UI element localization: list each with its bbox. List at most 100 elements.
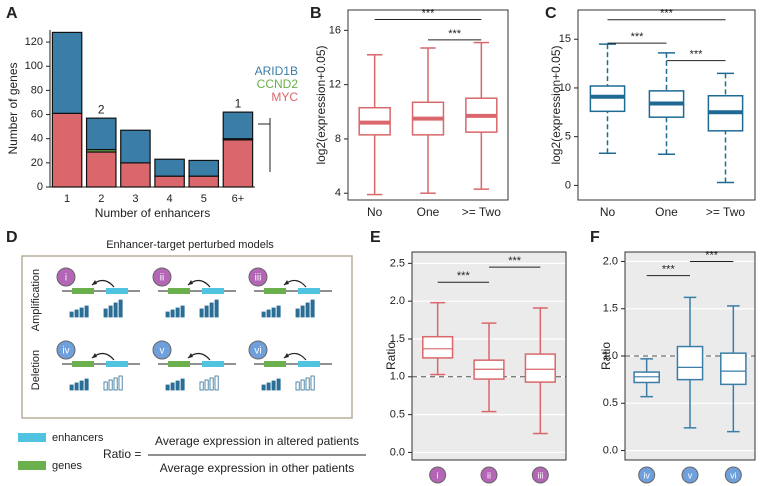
x-tick-label: 6+: [232, 193, 245, 205]
panel-letter: E: [370, 229, 381, 246]
model-badge: [56, 340, 76, 360]
icon-bar: [199, 308, 204, 318]
bar-segment: [154, 158, 185, 177]
plot-frame: [624, 251, 756, 461]
model-numeral: i: [65, 273, 67, 284]
arrow-head: [92, 280, 97, 285]
icon-bar: [118, 299, 123, 318]
y-axis-title: Number of genes: [6, 62, 20, 154]
y-tick-label: 60: [31, 108, 43, 120]
icon-bar: [113, 377, 118, 391]
bar-segment: [85, 151, 117, 188]
y-tick-label: 1.5: [390, 333, 405, 345]
significance-label: ***: [690, 49, 704, 61]
gene: [72, 361, 94, 367]
gene: [264, 361, 286, 367]
box: [720, 352, 747, 386]
x-tick-label: One: [417, 205, 440, 219]
icon-bar: [305, 377, 310, 391]
enhancer: [106, 288, 128, 294]
box: [422, 335, 454, 359]
legend-label: enhancers: [52, 432, 104, 444]
diagram-title: Enhancer-target perturbed models: [106, 239, 274, 251]
arrow-head: [92, 353, 97, 358]
icon-bar: [300, 305, 305, 318]
x-tick-label: 5: [201, 193, 207, 205]
model-badge: [248, 340, 268, 360]
y-axis-title: log2(expression+0.05): [549, 45, 563, 164]
significance-label: ***: [448, 28, 462, 40]
gene: [168, 361, 190, 367]
icon-bar: [276, 305, 281, 318]
x-axis-title: Number of enhancers: [95, 206, 210, 220]
y-tick-label: 0.5: [603, 397, 618, 409]
model-numeral: v: [160, 346, 165, 357]
icon-bar: [113, 302, 118, 318]
icon-bar: [165, 384, 170, 391]
plot-frame: [347, 9, 509, 201]
x-tick-label: 3: [132, 193, 138, 205]
data-label: 2: [98, 102, 105, 116]
x-tick-label: iv: [643, 470, 650, 480]
y-tick-label: 100: [25, 60, 43, 72]
model-numeral: vi: [254, 346, 261, 357]
x-tick-label: vi: [730, 470, 737, 480]
significance-label: ***: [631, 31, 645, 43]
y-tick-label: 10: [559, 82, 571, 94]
icon-bar: [266, 382, 271, 391]
icon-bar: [199, 381, 204, 391]
significance-label: ***: [508, 255, 522, 267]
icon-bar: [175, 380, 180, 391]
x-tick-label: One: [655, 205, 678, 219]
panel-letter: D: [6, 229, 18, 246]
model-numeral: iii: [255, 273, 262, 284]
enhancer: [202, 288, 224, 294]
icon-bar: [180, 305, 185, 318]
denominator: Average expression in other patients: [160, 461, 355, 475]
numerator: Average expression in altered patients: [155, 434, 359, 448]
x-tick-label: 1: [64, 193, 70, 205]
diagram-frame: [21, 255, 353, 419]
category-badge: [724, 466, 742, 484]
gene: [168, 288, 190, 294]
legend-label: ARID1B: [255, 64, 298, 78]
bar-segment: [188, 159, 220, 177]
y-tick-label: 40: [31, 133, 43, 145]
enhancer: [298, 288, 320, 294]
icon-bar: [214, 375, 219, 391]
icon-bar: [271, 307, 276, 318]
y-tick-label: 0: [37, 181, 43, 193]
bar-segment: [154, 175, 185, 188]
bar-segment: [51, 112, 83, 188]
icon-bar: [170, 382, 175, 391]
y-axis-title: Ratio: [384, 342, 398, 370]
icon-bar: [266, 309, 271, 318]
arrow-head: [188, 353, 193, 358]
icon-bar: [79, 307, 84, 318]
bar-segment: [85, 117, 117, 151]
panel-letter: F: [590, 229, 600, 246]
y-tick-label: 120: [25, 36, 43, 48]
row-label: Amplification: [30, 269, 42, 331]
panel-letter: B: [310, 5, 322, 22]
y-tick-label: 12: [329, 79, 341, 91]
x-tick-label: 2: [98, 193, 104, 205]
plot-frame: [411, 251, 567, 461]
y-tick-label: 0.5: [390, 409, 405, 421]
category-badge: [429, 466, 447, 484]
y-tick-label: 1.5: [603, 303, 618, 315]
icon-bar: [84, 378, 89, 391]
model-badge: [152, 340, 172, 360]
row-label: Deletion: [30, 350, 42, 390]
y-tick-label: 4: [335, 187, 341, 199]
legend-label: MYC: [271, 90, 298, 104]
arrow-head: [284, 280, 289, 285]
category-badge: [681, 466, 699, 484]
significance-label: ***: [660, 8, 674, 20]
icon-bar: [165, 311, 170, 318]
arrow-head: [188, 280, 193, 285]
x-tick-label: i: [437, 470, 439, 480]
category-badge: [638, 466, 656, 484]
icon-bar: [108, 379, 113, 391]
